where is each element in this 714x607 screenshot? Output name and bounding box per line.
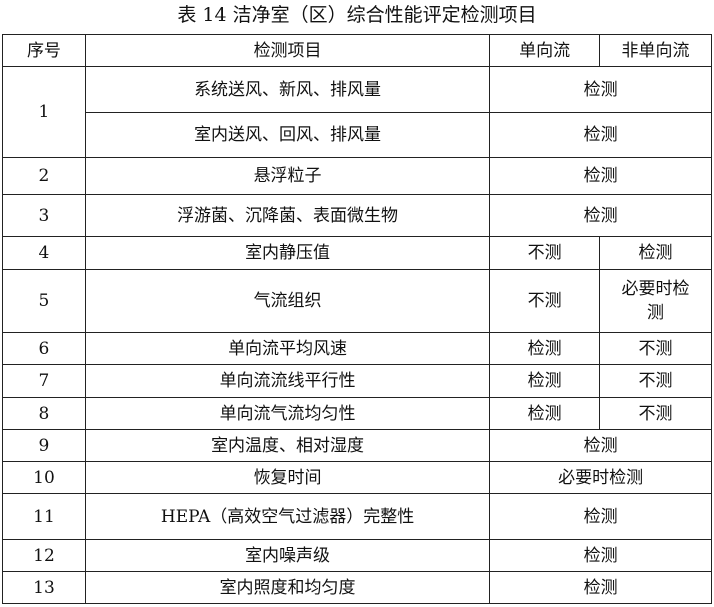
row-non-unidirectional: 不测 — [599, 364, 712, 398]
header-unidirectional: 单向流 — [489, 34, 601, 67]
row-item: HEPA（高效空气过滤器）完整性 — [84, 493, 491, 540]
row-number: 9 — [2, 429, 86, 462]
row-result: 检测 — [489, 194, 712, 237]
row-item: 室内送风、回风、排风量 — [84, 112, 491, 158]
row-number: 11 — [2, 493, 86, 540]
row-non-unidirectional: 不测 — [599, 397, 712, 430]
header-item: 检测项目 — [84, 34, 491, 67]
row-number: 1 — [2, 66, 86, 158]
row-unidirectional: 检测 — [489, 397, 601, 430]
row-number: 4 — [2, 236, 86, 270]
table-title: 表 14 洁净室（区）综合性能评定检测项目 — [177, 4, 537, 26]
row-number: 12 — [2, 539, 86, 572]
header-non-unidirectional: 非单向流 — [599, 34, 712, 67]
row-number: 3 — [2, 194, 86, 237]
row-item: 系统送风、新风、排风量 — [84, 66, 491, 113]
table-row: 7 单向流流线平行性 检测 不测 — [2, 364, 712, 398]
row-item: 室内照度和均匀度 — [84, 571, 491, 604]
table-row: 6 单向流平均风速 检测 不测 — [2, 332, 712, 365]
header-row: 序号 检测项目 单向流 非单向流 — [2, 34, 712, 67]
table-row: 13 室内照度和均匀度 检测 — [2, 571, 712, 604]
row-item: 浮游菌、沉降菌、表面微生物 — [84, 194, 491, 237]
row-item: 室内温度、相对湿度 — [84, 429, 491, 462]
row-result: 检测 — [489, 493, 712, 540]
table-row: 10 恢复时间 必要时检测 — [2, 461, 712, 494]
row-result: 检测 — [489, 429, 712, 462]
row-item: 悬浮粒子 — [84, 157, 491, 195]
table-row: 3 浮游菌、沉降菌、表面微生物 检测 — [2, 194, 712, 237]
table-row: 1 系统送风、新风、排风量 检测 — [2, 66, 712, 158]
row-result: 检测 — [489, 539, 712, 572]
row-non-unidirectional: 不测 — [599, 332, 712, 365]
table-row: 5 气流组织 不测 必要时检测 — [2, 269, 712, 333]
header-no: 序号 — [2, 34, 86, 67]
row-number: 7 — [2, 364, 86, 398]
row-item: 室内静压值 — [84, 236, 491, 270]
row-result: 检测 — [489, 157, 712, 195]
table-row: 12 室内噪声级 检测 — [2, 539, 712, 572]
row-unidirectional: 检测 — [489, 332, 601, 365]
row-item: 单向流气流均匀性 — [84, 397, 491, 430]
row-result: 检测 — [489, 66, 712, 113]
table-row: 2 悬浮粒子 检测 — [2, 157, 712, 195]
table-row: 11 HEPA（高效空气过滤器）完整性 检测 — [2, 493, 712, 540]
row-item: 室内噪声级 — [84, 539, 491, 572]
row-number: 13 — [2, 571, 86, 604]
table-row: 4 室内静压值 不测 检测 — [2, 236, 712, 270]
row-number: 2 — [2, 157, 86, 195]
row-unidirectional: 不测 — [489, 269, 601, 333]
row-number: 8 — [2, 397, 86, 430]
row-unidirectional: 不测 — [489, 236, 601, 270]
row-item: 单向流流线平行性 — [84, 364, 491, 398]
row-item: 恢复时间 — [84, 461, 491, 494]
table-row: 9 室内温度、相对湿度 检测 — [2, 429, 712, 462]
row-non-unidirectional: 必要时检测 — [599, 269, 712, 333]
inspection-table: 序号 检测项目 单向流 非单向流 1 系统送风、新风、排风量 检测 室内送风、回风、排… — [2, 34, 712, 604]
table-row: 8 单向流气流均匀性 检测 不测 — [2, 397, 712, 430]
row-non-unidirectional: 检测 — [599, 236, 712, 270]
table-row: 室内送风、回风、排风量 检测 — [3, 112, 712, 158]
row-number: 6 — [2, 332, 86, 365]
row-number: 10 — [2, 461, 86, 494]
row-result: 检测 — [489, 112, 712, 158]
row-item: 气流组织 — [84, 269, 491, 333]
row-result: 必要时检测 — [489, 461, 712, 494]
row-item: 单向流平均风速 — [84, 332, 491, 365]
row-unidirectional: 检测 — [489, 364, 601, 398]
row-result: 检测 — [489, 571, 712, 604]
row-number: 5 — [2, 269, 86, 333]
